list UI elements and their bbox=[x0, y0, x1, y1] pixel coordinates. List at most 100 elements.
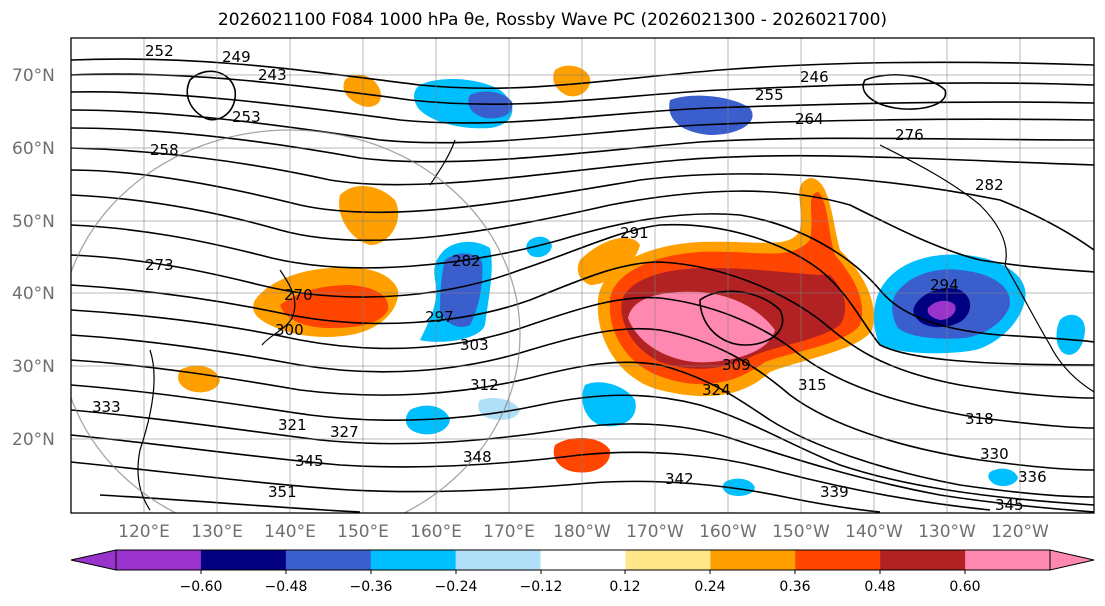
lon-label: 170°W bbox=[626, 522, 684, 542]
colorbar-cell bbox=[455, 550, 542, 570]
lat-label: 60°N bbox=[12, 139, 55, 159]
colorbar-tick-label: −0.36 bbox=[350, 579, 393, 595]
lat-label: 70°N bbox=[12, 66, 55, 86]
colorbar: −0.60 −0.48 −0.36 −0.24 −0.12 0.12 0.24 … bbox=[70, 549, 1095, 595]
colorbar-tick-label: 0.24 bbox=[694, 579, 725, 595]
central-pacific-trough-inner bbox=[440, 253, 483, 327]
graticule bbox=[71, 38, 1094, 513]
arctic-patch-2 bbox=[553, 65, 591, 97]
projection-circle bbox=[71, 129, 521, 513]
lon-label: 120°W bbox=[991, 522, 1049, 542]
colorbar-cells bbox=[116, 550, 1051, 570]
contour-labels: 252 249 243 253 246 258 255 264 276 282 … bbox=[92, 42, 1047, 514]
contour-line bbox=[71, 409, 1094, 513]
latitude-labels: 70°N 60°N 50°N 40°N 30°N 20°N bbox=[12, 66, 55, 450]
contour-label: 327 bbox=[330, 423, 359, 441]
theta-e-contours bbox=[71, 58, 1094, 513]
contour-line bbox=[71, 190, 1094, 273]
contour-label: 342 bbox=[665, 470, 694, 488]
contour-label: 309 bbox=[722, 356, 751, 374]
asia-ridge-small bbox=[339, 185, 399, 245]
contour-label: 300 bbox=[275, 321, 304, 339]
longitude-labels: 120°E 130°E 140°E 150°E 160°E 170°E 180°… bbox=[118, 522, 1049, 542]
contour-label: 303 bbox=[460, 336, 489, 354]
contour-label: 348 bbox=[463, 448, 492, 466]
lat-label: 40°N bbox=[12, 284, 55, 304]
contour-label: 246 bbox=[800, 68, 829, 86]
lat-label: 50°N bbox=[12, 212, 55, 232]
contour-label: 294 bbox=[930, 276, 959, 294]
contour-label: 333 bbox=[92, 398, 121, 416]
colorbar-cell bbox=[540, 550, 626, 570]
contour-label: 321 bbox=[278, 416, 307, 434]
colorbar-right-arrow bbox=[1049, 549, 1095, 571]
lon-label: 170°E bbox=[483, 522, 535, 542]
contour-label: 345 bbox=[295, 452, 324, 470]
contour-label: 282 bbox=[452, 252, 481, 270]
colorbar-cell bbox=[880, 550, 966, 570]
asia-coast bbox=[137, 349, 155, 511]
contour-label: 330 bbox=[980, 445, 1009, 463]
lon-label: 160°E bbox=[410, 522, 462, 542]
contour-label: 315 bbox=[798, 376, 827, 394]
tropic-blue-small bbox=[722, 478, 755, 496]
colorbar-tick-label: −0.12 bbox=[520, 579, 563, 595]
contour-label: 276 bbox=[895, 126, 924, 144]
map-frame bbox=[70, 37, 1095, 514]
lon-label: 160°W bbox=[699, 522, 757, 542]
contour-label: 345 bbox=[995, 496, 1024, 514]
alaska-coast bbox=[879, 144, 1007, 266]
contour-label: 243 bbox=[258, 66, 287, 84]
contour-line bbox=[71, 213, 1094, 343]
contour-line bbox=[71, 169, 1094, 251]
contour-label: 318 bbox=[965, 410, 994, 428]
colorbar-tick-label: 0.36 bbox=[779, 579, 810, 595]
lat-label: 20°N bbox=[12, 430, 55, 450]
contour-label: 282 bbox=[975, 176, 1004, 194]
contour-line bbox=[71, 384, 1094, 506]
lon-label: 150°W bbox=[772, 522, 830, 542]
contour-line bbox=[99, 494, 361, 513]
subtropic-trough-1 bbox=[582, 382, 636, 427]
colorbar-tick-label: 0.60 bbox=[949, 579, 980, 595]
colorbar-tick-label: 0.12 bbox=[609, 579, 640, 595]
contour-label: 249 bbox=[222, 48, 251, 66]
aleutian-patch bbox=[577, 237, 640, 285]
tropic-blue-east bbox=[988, 468, 1018, 486]
japan-coast bbox=[261, 269, 296, 346]
closed-contour bbox=[699, 290, 784, 346]
contour-label: 312 bbox=[470, 376, 499, 394]
colorbar-ticks bbox=[200, 570, 966, 574]
lon-label: 140°W bbox=[845, 522, 903, 542]
contour-line bbox=[71, 91, 1094, 124]
contour-label: 324 bbox=[702, 381, 731, 399]
colorbar-cell bbox=[625, 550, 711, 570]
contour-label: 264 bbox=[795, 110, 824, 128]
coastlines bbox=[137, 139, 1094, 511]
north-america-coast bbox=[1004, 264, 1094, 393]
lon-label: 150°E bbox=[337, 522, 389, 542]
negative-anomaly-shading bbox=[405, 78, 1085, 496]
contour-label: 253 bbox=[232, 108, 261, 126]
colorbar-left-arrow bbox=[70, 549, 117, 571]
contour-label: 291 bbox=[620, 224, 649, 242]
lat-label: 30°N bbox=[12, 357, 55, 377]
contour-label: 252 bbox=[145, 42, 174, 60]
colorbar-cell bbox=[116, 550, 202, 570]
northeast-pacific-trough-purple bbox=[927, 300, 956, 320]
colorbar-cell bbox=[370, 550, 457, 570]
aleutian-blue bbox=[526, 236, 552, 258]
contour-line bbox=[71, 461, 881, 513]
colorbar-tick-label: 0.48 bbox=[864, 579, 895, 595]
contour-label: 336 bbox=[1018, 468, 1047, 486]
contour-label: 273 bbox=[145, 256, 174, 274]
contour-line bbox=[71, 296, 1094, 429]
colorbar-frame bbox=[115, 549, 1051, 571]
lon-label: 130°W bbox=[918, 522, 976, 542]
contour-line bbox=[71, 58, 1094, 90]
kamchatka-coast bbox=[429, 139, 456, 186]
colorbar-cell bbox=[795, 550, 881, 570]
lon-label: 180°W bbox=[553, 522, 611, 542]
contour-line bbox=[71, 127, 1094, 163]
